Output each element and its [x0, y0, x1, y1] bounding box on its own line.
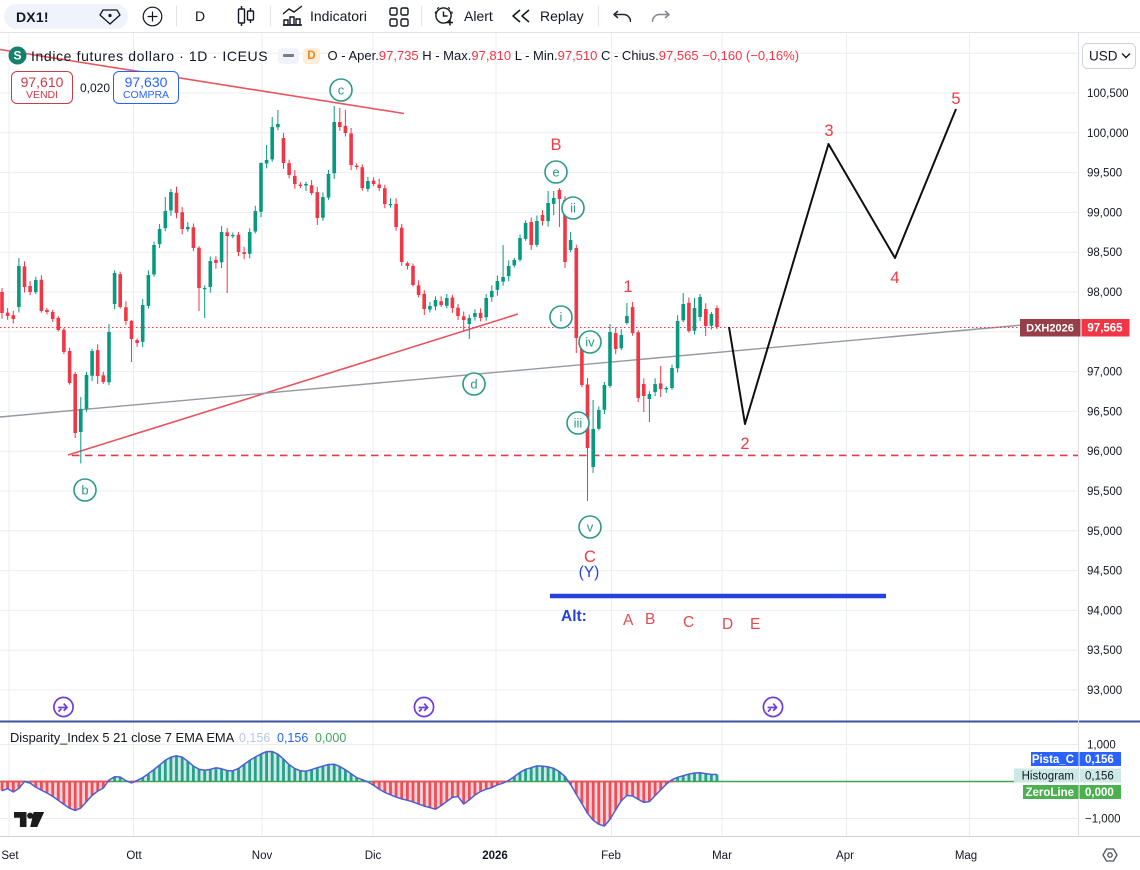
svg-text:3: 3 [824, 122, 833, 140]
svg-text:c: c [338, 83, 345, 98]
svg-text:2: 2 [740, 435, 749, 453]
svg-text:99,500: 99,500 [1087, 168, 1122, 180]
svg-text:2026: 2026 [482, 850, 508, 862]
svg-text:Pista_C: Pista_C [1032, 754, 1074, 766]
svg-text:C: C [683, 614, 694, 631]
svg-text:95,500: 95,500 [1087, 486, 1122, 498]
svg-text:Mag: Mag [955, 850, 977, 862]
svg-text:Alt:: Alt: [561, 608, 587, 625]
svg-text:E: E [750, 616, 760, 633]
svg-text:93,500: 93,500 [1087, 645, 1122, 657]
svg-text:−1,000: −1,000 [1085, 814, 1121, 826]
svg-text:ZeroLine: ZeroLine [1025, 787, 1074, 799]
svg-text:5: 5 [951, 90, 960, 108]
svg-text:Feb: Feb [601, 850, 621, 862]
svg-text:DXH2026: DXH2026 [1026, 323, 1074, 335]
svg-text:Set: Set [1, 850, 19, 862]
svg-text:0,000: 0,000 [1085, 787, 1114, 799]
svg-text:B: B [645, 611, 655, 628]
svg-text:0,156: 0,156 [1085, 771, 1114, 783]
svg-text:D: D [722, 616, 733, 633]
svg-text:100,500: 100,500 [1087, 88, 1129, 100]
svg-text:0,156: 0,156 [277, 731, 308, 745]
svg-text:d: d [470, 377, 477, 392]
svg-text:99,000: 99,000 [1087, 207, 1122, 219]
svg-text:Ott: Ott [126, 850, 142, 862]
svg-text:Nov: Nov [252, 850, 273, 862]
svg-text:98,000: 98,000 [1087, 287, 1122, 299]
svg-text:94,000: 94,000 [1087, 605, 1122, 617]
svg-text:97,000: 97,000 [1087, 367, 1122, 379]
svg-text:1,000: 1,000 [1087, 740, 1116, 752]
svg-text:Dic: Dic [365, 850, 382, 862]
svg-text:(Y): (Y) [579, 564, 600, 581]
svg-text:Disparity_Index 5 21 close 7 E: Disparity_Index 5 21 close 7 EMA EMA [10, 730, 235, 745]
svg-text:B: B [550, 136, 561, 154]
svg-text:Apr: Apr [836, 850, 854, 862]
svg-text:98,500: 98,500 [1087, 247, 1122, 259]
svg-text:iii: iii [574, 416, 583, 431]
svg-text:95,000: 95,000 [1087, 526, 1122, 538]
svg-text:S: S [13, 49, 21, 63]
svg-text:ii: ii [570, 201, 576, 216]
svg-text:0,000: 0,000 [315, 731, 346, 745]
svg-text:94,500: 94,500 [1087, 566, 1122, 578]
svg-text:Histogram: Histogram [1022, 771, 1074, 783]
svg-text:1: 1 [623, 278, 632, 296]
svg-text:e: e [552, 165, 559, 180]
svg-text:0,156: 0,156 [239, 731, 270, 745]
svg-text:USD: USD [1089, 49, 1118, 64]
svg-text:C: C [584, 548, 596, 566]
svg-text:b: b [81, 483, 88, 498]
svg-text:96,500: 96,500 [1087, 406, 1122, 418]
svg-text:0,156: 0,156 [1085, 754, 1114, 766]
svg-text:Mar: Mar [712, 850, 732, 862]
svg-text:i: i [560, 310, 563, 325]
svg-text:A: A [623, 612, 634, 629]
svg-text:93,000: 93,000 [1087, 685, 1122, 697]
svg-text:v: v [587, 520, 594, 535]
svg-text:97,565: 97,565 [1087, 323, 1123, 335]
svg-text:96,000: 96,000 [1087, 446, 1122, 458]
svg-text:100,000: 100,000 [1087, 128, 1129, 140]
svg-text:4: 4 [890, 269, 899, 287]
svg-text:iv: iv [585, 335, 595, 350]
